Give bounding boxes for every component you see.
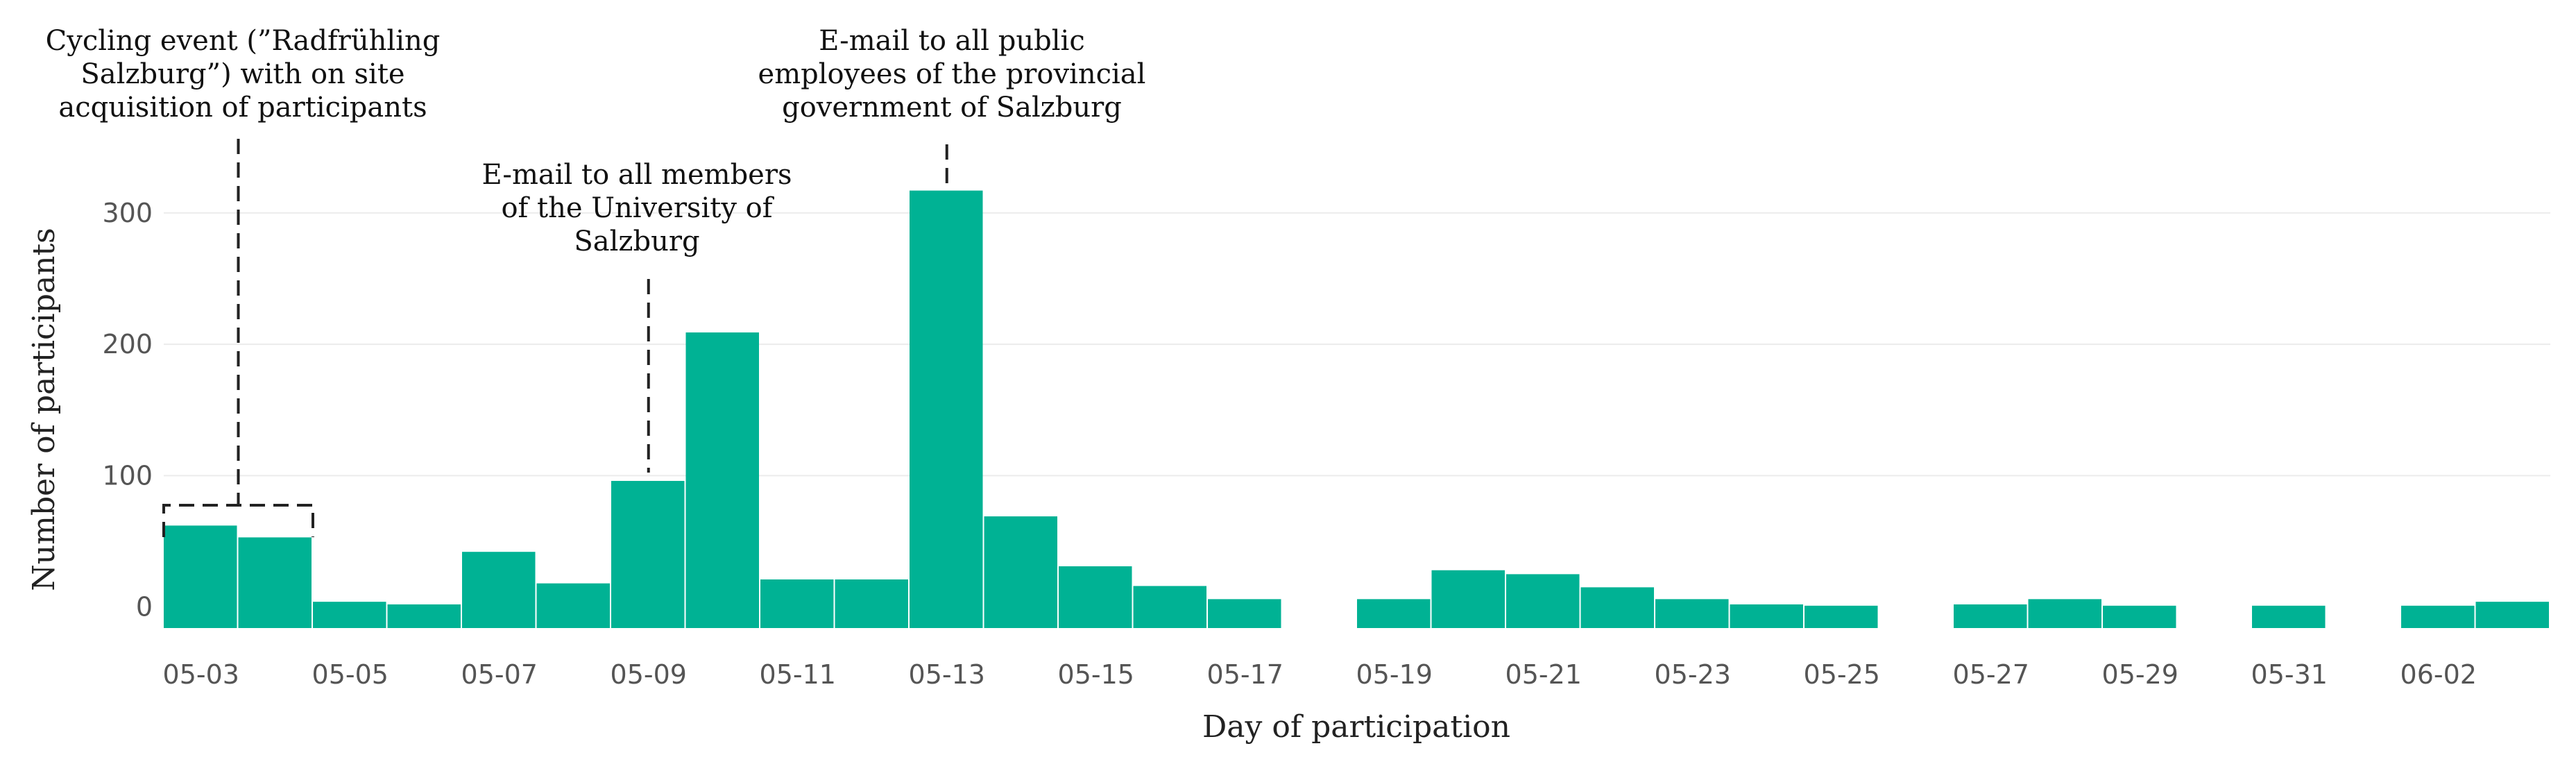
x-tick-label: 05-25 <box>1804 659 1880 690</box>
annotations: Cycling event (”Radfrühling Salzburg”) wi… <box>46 25 1146 537</box>
bar-05-20 <box>1431 570 1505 628</box>
x-tick-label: 06-02 <box>2400 659 2477 690</box>
x-axis-ticks: 05-03 05-05 05-07 05-09 05-11 05-13 05-15 05-17… <box>163 659 2477 690</box>
bar-05-10 <box>685 332 759 628</box>
x-tick-label: 05-31 <box>2251 659 2328 690</box>
x-tick-label: 05-11 <box>760 659 836 690</box>
bar-05-24 <box>1730 604 1803 628</box>
x-tick-label: 05-05 <box>312 659 389 690</box>
bar-05-21 <box>1506 574 1580 628</box>
x-tick-label: 05-17 <box>1207 659 1283 690</box>
bar-05-06 <box>387 604 461 628</box>
x-tick-label: 05-27 <box>1953 659 2029 690</box>
bar-05-19 <box>1357 599 1431 628</box>
x-tick-label: 05-23 <box>1655 659 1731 690</box>
bar-05-16 <box>1133 586 1206 628</box>
bar-05-09 <box>611 480 685 628</box>
y-tick-label: 200 <box>102 329 153 359</box>
bar-05-14 <box>984 516 1057 628</box>
bar-05-11 <box>760 579 834 628</box>
x-tick-label: 05-15 <box>1058 659 1134 690</box>
bar-05-04 <box>238 537 312 628</box>
bar-05-17 <box>1208 599 1281 628</box>
bar-05-28 <box>2028 599 2101 628</box>
bar-05-03 <box>164 525 237 628</box>
y-tick-label: 100 <box>102 460 153 491</box>
provincial-annotation: E-mail to all public employees of the pro… <box>758 25 1146 124</box>
bar-05-23 <box>1655 599 1729 628</box>
gridlines <box>164 212 2550 477</box>
bar-06-03 <box>2475 602 2549 628</box>
cycling-event-annotation: Cycling event (”Radfrühling Salzburg”) wi… <box>46 25 441 124</box>
x-tick-label: 05-13 <box>909 659 985 690</box>
y-tick-label: 300 <box>102 198 153 228</box>
bar-05-27 <box>1954 604 2027 628</box>
bar-05-25 <box>1805 605 1878 628</box>
bar-05-07 <box>462 552 536 628</box>
x-tick-label: 05-09 <box>611 659 687 690</box>
bar-05-12 <box>835 579 908 628</box>
x-tick-label: 05-07 <box>461 659 538 690</box>
x-tick-label: 05-21 <box>1505 659 1582 690</box>
bar-05-22 <box>1580 587 1654 628</box>
bar-05-15 <box>1059 566 1132 628</box>
bar-05-31 <box>2252 605 2326 628</box>
university-annotation: E-mail to all members of the University o… <box>481 159 792 257</box>
x-tick-label: 05-03 <box>163 659 239 690</box>
y-tick-label: 0 <box>136 592 153 622</box>
y-axis-ticks: 0 100 200 300 <box>102 198 153 622</box>
bar-05-08 <box>536 583 610 628</box>
x-tick-label: 05-29 <box>2102 659 2178 690</box>
x-axis-label: Day of participation <box>1202 709 1510 745</box>
x-tick-label: 05-19 <box>1356 659 1433 690</box>
bar-06-02 <box>2401 605 2475 628</box>
bars <box>164 190 2549 628</box>
bar-05-13 <box>910 190 983 628</box>
y-axis-label: Number of participants <box>26 228 62 591</box>
bar-05-05 <box>313 602 386 628</box>
bar-05-29 <box>2103 605 2176 628</box>
